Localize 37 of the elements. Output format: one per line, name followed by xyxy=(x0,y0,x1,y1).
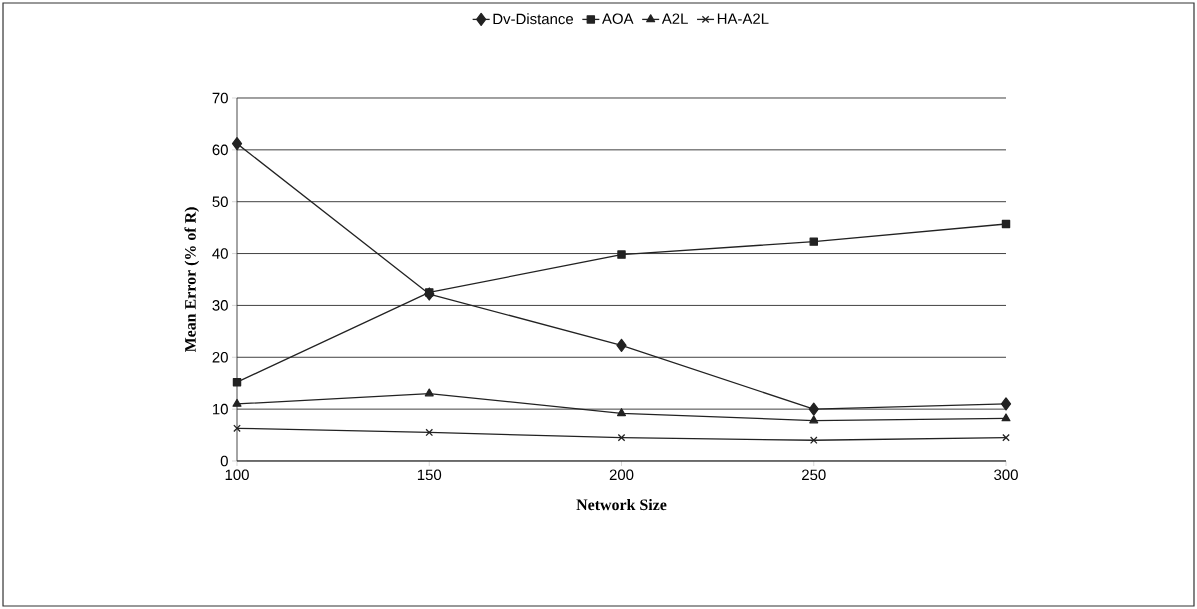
point xyxy=(616,408,627,417)
point xyxy=(616,338,627,352)
point xyxy=(232,398,242,407)
x-tick-label: 100 xyxy=(225,469,249,481)
x-tick-label: 150 xyxy=(417,469,442,481)
point xyxy=(425,288,434,297)
legend-label: A2L xyxy=(661,13,688,24)
y-tick-label: 20 xyxy=(212,351,228,363)
legend-label: Dv-Distance xyxy=(493,13,573,25)
point xyxy=(809,237,818,246)
point xyxy=(425,428,434,437)
x-axis-title: Network Size xyxy=(576,498,667,511)
point xyxy=(808,402,819,416)
x-tick-label: 250 xyxy=(802,469,826,481)
y-tick-label: 60 xyxy=(212,144,228,156)
point xyxy=(809,415,819,424)
point xyxy=(617,433,626,442)
point xyxy=(233,424,241,433)
point xyxy=(424,388,434,397)
point xyxy=(1002,433,1010,442)
y-tick-label: 50 xyxy=(212,196,228,207)
legend-label: AOA xyxy=(602,13,634,25)
y-axis-title: Mean Error (% of R) xyxy=(184,207,200,353)
x-tick-label: 200 xyxy=(609,469,634,481)
point xyxy=(231,137,243,151)
y-tick-label: 70 xyxy=(212,92,228,104)
point xyxy=(1000,397,1012,411)
point xyxy=(1001,219,1011,229)
y-tick-label: 30 xyxy=(212,300,228,311)
point xyxy=(617,250,626,259)
point xyxy=(1001,413,1011,422)
y-tick-label: 40 xyxy=(212,248,228,259)
point xyxy=(232,377,242,387)
legend-label: HA-A2L xyxy=(717,13,769,24)
y-tick-label: 0 xyxy=(220,455,228,467)
y-tick-label: 10 xyxy=(213,403,228,415)
x-tick-label: 300 xyxy=(994,469,1018,481)
